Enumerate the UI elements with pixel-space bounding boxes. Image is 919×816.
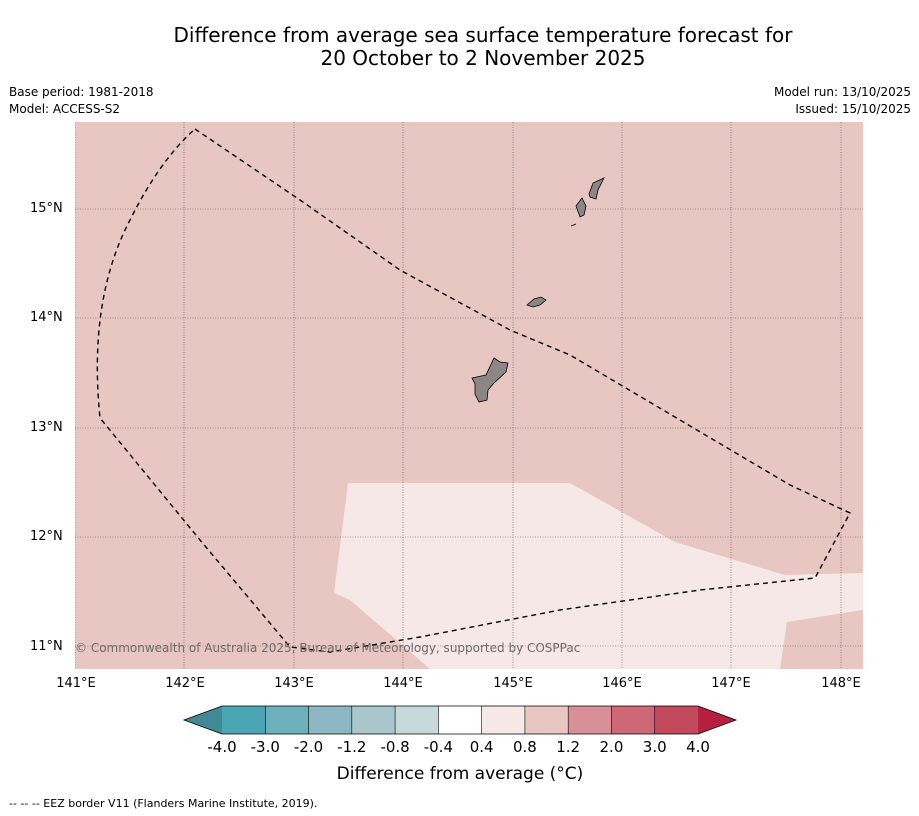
colorbar-tick-label: -4.0 bbox=[207, 738, 237, 756]
colorbar-segment bbox=[222, 706, 266, 734]
colorbar-tick-label: 3.0 bbox=[642, 738, 667, 756]
colorbar bbox=[182, 705, 738, 735]
colorbar-tick-label: -1.2 bbox=[337, 738, 367, 756]
tinian-island bbox=[575, 197, 587, 218]
colorbar-tick-label: -0.8 bbox=[380, 738, 410, 756]
lon-label-144: 144°E bbox=[383, 676, 423, 691]
lon-label-145: 145°E bbox=[493, 676, 533, 691]
meta-left: Base period: 1981-2018 Model: ACCESS-S2 bbox=[9, 84, 154, 118]
lon-label-148: 148°E bbox=[821, 676, 861, 691]
colorbar-tick-label: -3.0 bbox=[250, 738, 280, 756]
colorbar-tick-label: -2.0 bbox=[293, 738, 324, 756]
colorbar-tick-label: 0.4 bbox=[469, 738, 494, 756]
chart-title-line1: Difference from average sea surface temp… bbox=[173, 23, 793, 47]
meta-right: Model run: 13/10/2025 Issued: 15/10/2025 bbox=[774, 84, 911, 118]
chart-title-line2: 20 October to 2 November 2025 bbox=[320, 46, 646, 70]
lat-label-11: 11°N bbox=[30, 639, 63, 654]
colorbar-segment bbox=[265, 706, 310, 734]
lat-label-14: 14°N bbox=[30, 310, 63, 325]
colorbar-extend-low bbox=[184, 706, 222, 734]
colorbar-tick-label: 1.2 bbox=[556, 738, 581, 756]
colorbar-outline bbox=[182, 705, 738, 735]
colorbar-segment bbox=[481, 706, 526, 734]
aguijan-islet bbox=[570, 223, 577, 227]
lon-label-143: 143°E bbox=[274, 676, 314, 691]
colorbar-segment bbox=[568, 706, 612, 734]
copyright-notice: © Commonwealth of Australia 2025, Bureau… bbox=[75, 641, 581, 655]
lon-label-147: 147°E bbox=[711, 676, 751, 691]
model-run: Model run: 13/10/2025 bbox=[773, 85, 911, 99]
colorbar-tick-label: 0.8 bbox=[512, 738, 537, 756]
colorbar-segment bbox=[308, 706, 353, 734]
lat-label-15: 15°N bbox=[30, 201, 63, 216]
guam-island bbox=[471, 357, 509, 403]
issued-date: Issued: 15/10/2025 bbox=[795, 102, 911, 116]
saipan-island bbox=[588, 177, 605, 200]
colorbar-tick-label: -0.4 bbox=[423, 738, 453, 756]
colorbar-segment bbox=[438, 706, 483, 734]
colorbar-tick-label: 2.0 bbox=[599, 738, 624, 756]
eez-legend: -- -- -- EEZ border V11 (Flanders Marine… bbox=[9, 797, 318, 810]
grid-lines bbox=[75, 122, 863, 669]
colorbar-label: Difference from average (°C) bbox=[336, 764, 584, 784]
colorbar-segment bbox=[654, 706, 699, 734]
colorbar-tick-label: 4.0 bbox=[686, 738, 710, 756]
lat-label-12: 12°N bbox=[30, 529, 63, 544]
colorbar-segment bbox=[524, 706, 569, 734]
colorbar-extend-high bbox=[698, 706, 736, 734]
rota-island bbox=[526, 296, 547, 308]
lon-label-146: 146°E bbox=[602, 676, 642, 691]
model-name: Model: ACCESS-S2 bbox=[9, 102, 121, 116]
eez-border bbox=[96, 128, 851, 653]
lon-label-142: 142°E bbox=[165, 676, 205, 691]
lat-label-13: 13°N bbox=[30, 420, 63, 435]
islands bbox=[471, 177, 605, 403]
colorbar-segment bbox=[351, 706, 396, 734]
lon-label-141: 141°E bbox=[56, 676, 96, 691]
base-period: Base period: 1981-2018 bbox=[9, 85, 154, 99]
colorbar-segment bbox=[395, 706, 439, 734]
colorbar-segment bbox=[611, 706, 656, 734]
